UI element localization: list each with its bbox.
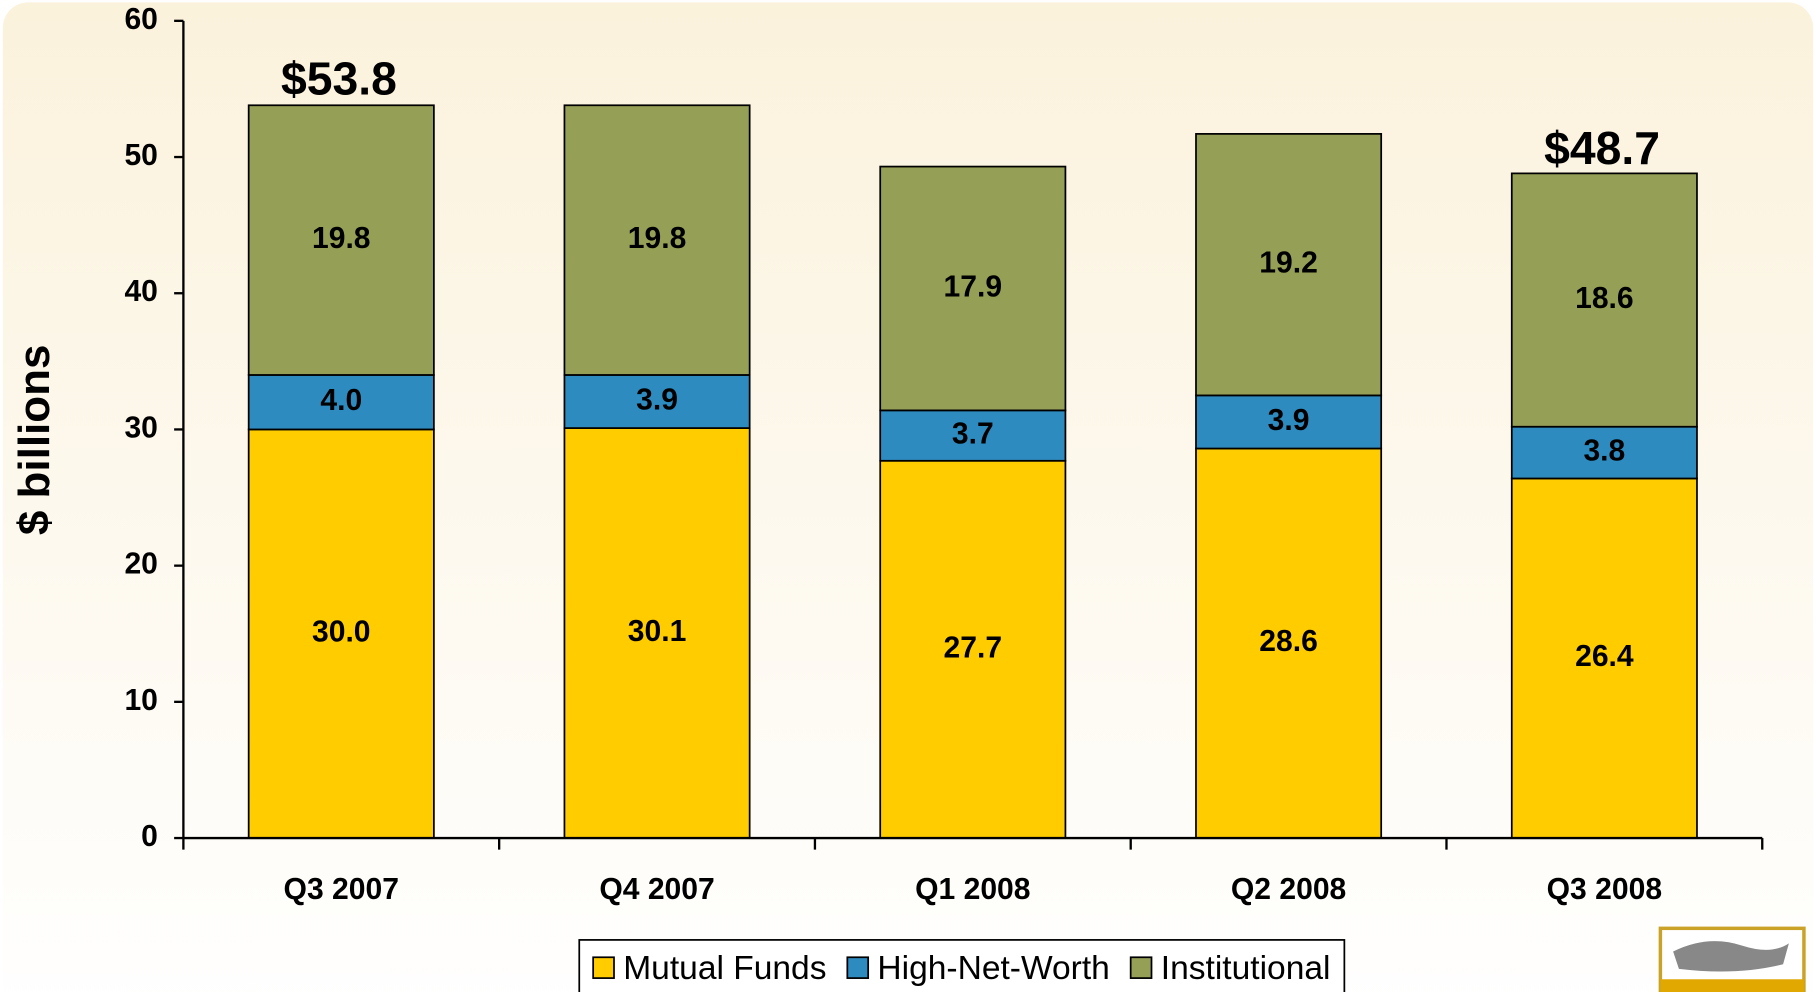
legend-box [578,939,1346,992]
bar-segment [879,409,1067,462]
bar-segment [563,104,751,376]
value-label: 27.7 [944,631,1003,664]
bar-segment [247,104,435,376]
y-tick-label: 10 [124,684,157,717]
y-tick-label: 30 [124,411,157,444]
value-label: 3.8 [1583,435,1625,468]
y-tick-label: 40 [124,275,157,308]
legend-swatch [1129,956,1153,979]
value-label: 30.1 [628,615,687,648]
bar-segment [1195,394,1383,450]
value-label: 26.4 [1575,640,1634,673]
value-label: 19.8 [628,222,687,255]
logo [1658,926,1806,992]
y-axis-label: $ billions [10,345,59,536]
value-label: 3.9 [636,383,678,416]
x-tick-label: Q4 2007 [599,873,714,906]
x-tick-label: Q3 2008 [1547,873,1662,906]
value-label: 19.8 [312,222,371,255]
x-tick-label: Q1 2008 [915,873,1030,906]
value-label: 4.0 [320,384,362,417]
value-label: 18.6 [1575,282,1634,315]
bar-segment [247,428,435,839]
bar-segment [1510,172,1698,428]
total-annotation: $53.8 [281,52,397,104]
y-tick-label: 60 [124,3,157,36]
legend-label: Mutual Funds [623,950,826,987]
bar-segment [1195,447,1383,839]
value-label: 28.6 [1259,625,1318,658]
value-label: 3.9 [1268,404,1310,437]
x-tick-label: Q2 2008 [1231,873,1346,906]
y-tick-label: 20 [124,548,157,581]
legend-label: High-Net-Worth [877,950,1109,987]
legend-label: Institutional [1161,950,1331,987]
value-label: 3.7 [952,418,994,451]
x-tick-label: Q3 2007 [284,873,399,906]
value-label: 30.0 [312,616,371,649]
value-label: 17.9 [944,270,1003,303]
bar-segment [1510,477,1698,839]
value-label: 19.2 [1259,247,1318,280]
legend-swatch [592,956,615,979]
y-tick-label: 0 [141,820,158,853]
bar-segment [1195,133,1383,397]
bar-segment [563,427,751,839]
bar-segment [879,165,1067,412]
y-tick-label: 50 [124,139,157,172]
total-annotation: $48.7 [1544,122,1660,174]
legend-swatch [846,956,870,979]
